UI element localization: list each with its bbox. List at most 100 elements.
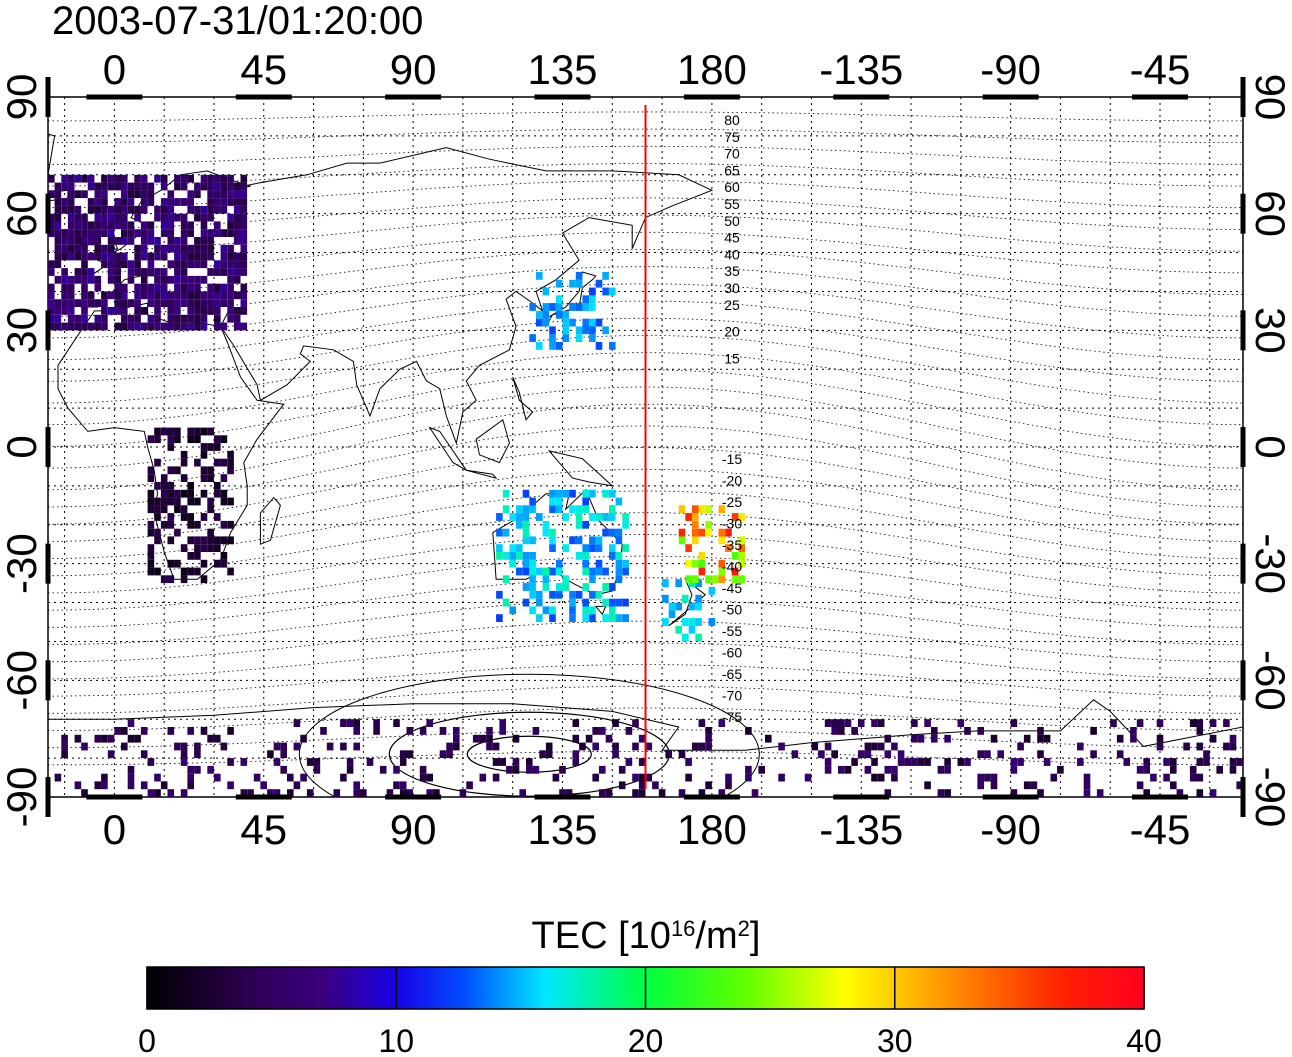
tec-cell [200, 244, 208, 253]
tec-cell [61, 734, 68, 743]
tec-cell [871, 719, 878, 727]
tec-cell [200, 474, 208, 482]
tec-cell [1209, 734, 1217, 743]
tec-cell [114, 198, 121, 206]
tec-cell [592, 742, 599, 751]
tec-cell [632, 719, 639, 727]
tec-cell [187, 765, 194, 774]
left-lat-label: -60 [0, 650, 45, 711]
tec-cell [273, 789, 281, 797]
tec-cell [154, 528, 161, 537]
tec-cell [698, 719, 706, 727]
tec-cell [725, 544, 732, 552]
tec-cell [187, 198, 194, 206]
tec-cell [147, 474, 155, 482]
tec-cell [572, 719, 580, 727]
tec-cell [127, 229, 135, 237]
tec-cell [207, 536, 214, 545]
tec-cell [233, 198, 241, 206]
tec-cell [293, 742, 301, 751]
tec-cell [94, 182, 102, 191]
tec-cell [174, 505, 181, 514]
tec-cell [233, 229, 241, 237]
tec-cell [393, 719, 400, 727]
tec-cell [549, 536, 556, 545]
tec-cell [426, 773, 433, 782]
tec-cell [1196, 742, 1204, 751]
tec-cell [492, 758, 500, 766]
tec-cell [200, 559, 208, 568]
tec-cell [306, 758, 314, 766]
tec-cell [214, 190, 221, 199]
tec-cell [536, 513, 543, 521]
bottom-lon-label: 135 [527, 806, 597, 853]
tec-cell [705, 742, 712, 751]
tec-cell [160, 244, 168, 253]
tec-cell [180, 268, 188, 276]
tec-cell [496, 590, 503, 599]
tec-cell [984, 773, 991, 782]
tec-cell [154, 268, 161, 276]
tec-cell [107, 734, 115, 743]
tec-cell [453, 734, 460, 743]
tec-cell [688, 602, 696, 611]
tec-cell [220, 182, 228, 191]
mag-contour [48, 751, 1243, 766]
tec-cell [180, 489, 188, 498]
tec-cell [957, 758, 965, 766]
tec-cell [74, 314, 82, 323]
tec-cell [340, 719, 347, 727]
tec-cell [509, 606, 516, 615]
tec-cell [824, 742, 832, 751]
tec-cell [555, 567, 563, 576]
tec-cell [582, 567, 589, 576]
tec-cell [632, 789, 639, 797]
tec-cell [147, 559, 155, 568]
tec-cell [977, 727, 984, 735]
tec-cell [692, 536, 699, 545]
tec-cell [512, 765, 520, 774]
tec-cell [542, 303, 550, 311]
tec-cell [67, 190, 75, 199]
tec-cell [167, 559, 175, 568]
tec-cell [529, 505, 536, 514]
tec-cell [579, 742, 586, 751]
tec-cell [233, 205, 241, 214]
tec-cell [838, 765, 845, 774]
tec-cell [233, 237, 241, 245]
tec-cell [67, 322, 75, 331]
tec-cell [187, 513, 194, 521]
tec-cell [280, 742, 287, 751]
tec-cell [194, 314, 201, 323]
tec-cell [67, 229, 75, 237]
tec-cell [107, 205, 115, 214]
contour-label: 65 [724, 162, 740, 178]
tec-cell [864, 750, 872, 759]
tec-cell [602, 272, 609, 280]
tec-cell [499, 727, 506, 735]
tec-cell [174, 182, 181, 191]
tec-cell [924, 719, 931, 727]
contour-label: -65 [722, 666, 742, 682]
tec-cell [54, 229, 62, 237]
tec-cell [502, 528, 510, 537]
tec-cell [167, 789, 175, 797]
tec-cell [549, 544, 556, 552]
tec-cell [582, 552, 589, 560]
tec-cell [811, 742, 819, 751]
tec-cell [107, 307, 115, 315]
tec-cell [615, 559, 623, 568]
tec-cell [220, 260, 228, 269]
tec-cell [931, 727, 938, 735]
tec-cell [575, 303, 583, 311]
tec-cell [200, 427, 208, 436]
tec-cell [207, 466, 214, 475]
tec-cell [167, 260, 175, 269]
tec-cell [1083, 781, 1091, 790]
tec-cell [207, 505, 214, 514]
tec-cell [227, 213, 234, 222]
tec-cell [180, 182, 188, 191]
tec-cell [575, 334, 583, 342]
tec-cell [536, 590, 543, 599]
tec-cell [107, 244, 115, 253]
